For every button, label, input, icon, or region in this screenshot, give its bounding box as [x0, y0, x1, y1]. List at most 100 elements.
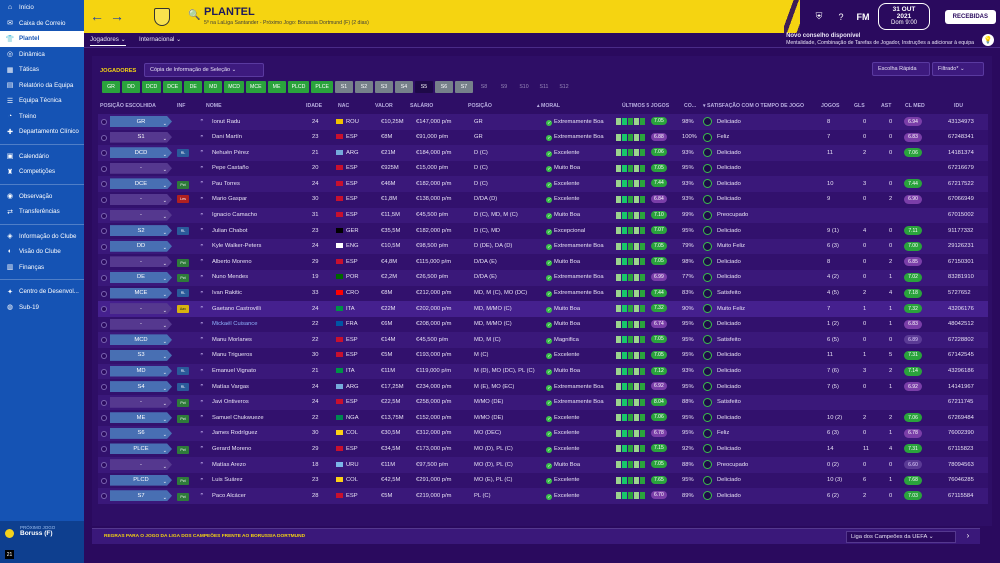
row-checkbox[interactable] — [101, 134, 107, 141]
col-id-header[interactable]: IDU — [954, 103, 963, 109]
table-row[interactable]: DE ⌄ Pct ◓ Nuno Mendes 19 POR €2,2M €26,500 p/m D… — [98, 269, 988, 286]
col-ast-header[interactable]: AST — [881, 103, 892, 109]
advice-notification[interactable]: Novo conselho disponível Mentalidade, Co… — [786, 33, 974, 47]
table-row[interactable]: PLCE ⌄ Pct ◓ Gerard Moreno 29 ESP €34,5M €173,00… — [98, 441, 988, 458]
col-name-header[interactable]: NOME — [206, 103, 222, 109]
info-badge[interactable]: Aav — [177, 304, 189, 313]
table-row[interactable]: DCD ⌄ RL ◓ Nehuén Pérez 21 ARG €21M €184,000 p/m… — [98, 145, 988, 161]
position-select[interactable]: S1 ⌄ — [110, 131, 172, 143]
position-chip-dd[interactable]: DD — [122, 81, 140, 93]
row-checkbox[interactable] — [101, 399, 107, 406]
col-value-header[interactable]: VALOR — [375, 103, 393, 109]
sidebar-item-transfer[interactable]: ⇄ Transferências — [0, 204, 84, 220]
position-select[interactable]: DE ⌄ — [110, 271, 172, 283]
position-select[interactable]: DCD ⌄ — [110, 147, 172, 159]
row-checkbox[interactable] — [101, 119, 107, 125]
row-checkbox[interactable] — [101, 243, 107, 250]
sidebar-item-development[interactable]: ✦ Centro de Desenvol... — [0, 284, 84, 300]
position-chip-s4[interactable]: S4 — [394, 81, 413, 93]
sidebar-item-report[interactable]: ▤ Relatório da Equipa — [0, 78, 84, 94]
player-name[interactable]: Luis Suárez — [212, 477, 243, 484]
position-select[interactable]: PLCE ⌄ — [110, 443, 172, 455]
position-chip-mcd[interactable]: MCD — [224, 81, 245, 93]
row-checkbox[interactable] — [101, 352, 107, 359]
row-checkbox[interactable] — [101, 446, 107, 453]
row-checkbox[interactable] — [101, 337, 107, 344]
sidebar-item-club-info[interactable]: ◈ Informação do Clube — [0, 229, 84, 245]
sidebar-item-calendar[interactable]: ▣ Calendário — [0, 149, 84, 165]
advice-bulb-icon[interactable]: 💡 — [982, 34, 994, 46]
table-row[interactable]: - ⌄ ◓ Mickaël Cuisance 22 FRA €6M €208,000 p/m M… — [98, 316, 988, 333]
position-chip-s11[interactable]: S11 — [539, 84, 549, 90]
row-checkbox[interactable] — [101, 196, 107, 203]
col-goals-header[interactable]: GLS — [854, 103, 865, 109]
info-badge[interactable]: Pct — [177, 399, 189, 408]
position-chip-s8[interactable]: S8 — [480, 84, 488, 90]
table-row[interactable]: - ⌄ ◓ Matías Arezo 18 URU €11M €97,500 p/m MO (D… — [98, 457, 988, 473]
player-name[interactable]: Mickaël Cuisance — [212, 321, 258, 328]
table-row[interactable]: ME ⌄ Pct ◓ Samuel Chukwueze 22 NGA €13,75M €152,… — [98, 410, 988, 426]
sidebar-item-mail[interactable]: ✉ Caixa de Correio — [0, 16, 84, 32]
villarreal-crest-icon[interactable] — [154, 8, 170, 26]
row-checkbox[interactable] — [101, 181, 107, 188]
fm-logo[interactable]: FM — [856, 11, 870, 22]
table-row[interactable]: GR ⌄ ◓ Ionut Radu 24 ROU €10,25M €147,000 p/m GR… — [98, 114, 988, 130]
table-row[interactable]: S6 ⌄ ◓ James Rodríguez 30 COL €30,5M €312,000 p… — [98, 425, 988, 442]
row-checkbox[interactable] — [101, 415, 107, 422]
row-checkbox[interactable] — [101, 368, 107, 375]
position-chip-me[interactable]: ME — [267, 81, 286, 93]
row-checkbox[interactable] — [101, 493, 107, 500]
position-chip-dce[interactable]: DCE — [163, 81, 183, 93]
table-row[interactable]: - ⌄ Pct ◓ Javi Ontiveros 24 ESP €22,5M €258,000 … — [98, 394, 988, 411]
player-name[interactable]: Nuno Mendes — [212, 274, 249, 281]
position-chip-s2[interactable]: S2 — [354, 81, 373, 93]
col-last-games-header[interactable]: ÚLTIMOS 5 JOGOS — [622, 103, 670, 109]
row-checkbox[interactable] — [101, 150, 107, 157]
col-inf-header[interactable]: INF — [177, 103, 186, 109]
info-badge[interactable]: Pct — [177, 477, 189, 486]
player-name[interactable]: Ignacio Camacho — [212, 212, 258, 219]
competition-dropdown[interactable]: Liga dos Campeões da UEFA ⌄ — [846, 531, 956, 543]
col-satisfaction-header[interactable]: ▾ SATISFAÇÃO COM O TEMPO DE JOGO — [703, 103, 805, 109]
info-badge[interactable]: Pct — [177, 274, 189, 283]
position-select[interactable]: DCE ⌄ — [110, 178, 172, 190]
position-select[interactable]: - ⌄ — [110, 396, 172, 408]
player-name[interactable]: Pepe Castaño — [212, 165, 249, 172]
table-row[interactable]: DCE ⌄ Pct ◓ Pau Torres 24 ESP €46M €182,000 p/m D… — [98, 176, 988, 192]
player-name[interactable]: Nehuén Pérez — [212, 149, 250, 156]
received-button[interactable]: RECEBIDAS — [944, 9, 996, 24]
info-badge[interactable]: Pct — [177, 180, 189, 189]
player-name[interactable]: Kyle Walker-Peters — [212, 243, 262, 250]
col-morale-header[interactable]: ▴ MORAL — [537, 103, 561, 109]
position-select[interactable]: - ⌄ — [110, 209, 172, 221]
table-row[interactable]: - ⌄ ◓ Pepe Castaño 20 ESP €925M €15,000 p/m D (C… — [98, 160, 988, 177]
position-select[interactable]: MCE ⌄ — [110, 287, 172, 299]
rules-link[interactable]: REGRAS PARA O JOGO DA LIGA DOS CAMPEÕES … — [104, 534, 306, 539]
table-row[interactable]: MCE ⌄ RL ◓ Ivan Rakitic 33 CRO €8M €212,000 p/m M… — [98, 285, 988, 302]
back-arrow-icon[interactable]: ← — [90, 8, 110, 24]
row-checkbox[interactable] — [101, 165, 107, 172]
player-name[interactable]: Matías Vargas — [212, 383, 249, 390]
position-select[interactable]: S6 ⌄ — [110, 427, 172, 439]
player-name[interactable]: Julian Chabot — [212, 227, 248, 234]
sidebar-item-staff[interactable]: ☰ Equipa Técnica — [0, 93, 84, 109]
table-row[interactable]: MCD ⌄ ◓ Manu Morlanes 22 ESP €14M €45,500 p/m MD… — [98, 332, 988, 348]
position-chip-s1[interactable]: S1 — [334, 81, 353, 93]
position-select[interactable]: - ⌄ — [110, 193, 172, 205]
table-row[interactable]: S7 ⌄ Pct ◓ Paco Alcácer 28 ESP €5M €219,000 p/m P… — [98, 488, 988, 504]
position-chip-de[interactable]: DE — [184, 81, 203, 93]
col-nat-header[interactable]: NAC — [338, 103, 350, 109]
table-row[interactable]: S2 ⌄ RL ◓ Julian Chabot 23 GER €35,5M €182,000 p… — [98, 223, 988, 239]
position-chip-s10[interactable]: S10 — [519, 84, 529, 90]
sidebar-item-dynamics[interactable]: ◎ Dinâmica — [0, 47, 84, 63]
sidebar-item-club-vision[interactable]: ◐ Visão do Clube — [0, 244, 84, 260]
sidebar-item-youth[interactable]: ◍ Sub-19 — [0, 300, 84, 316]
position-select[interactable]: - ⌄ — [110, 318, 172, 330]
position-select[interactable]: - ⌄ — [110, 459, 172, 471]
position-select[interactable]: MCD ⌄ — [110, 334, 172, 346]
player-name[interactable]: Ionut Radu — [212, 118, 241, 125]
position-chip-s3[interactable]: S3 — [374, 81, 393, 93]
player-name[interactable]: Ivan Rakitic — [212, 290, 242, 297]
player-name[interactable]: Matías Arezo — [212, 461, 246, 468]
position-chip-s5[interactable]: S5 — [414, 81, 433, 93]
